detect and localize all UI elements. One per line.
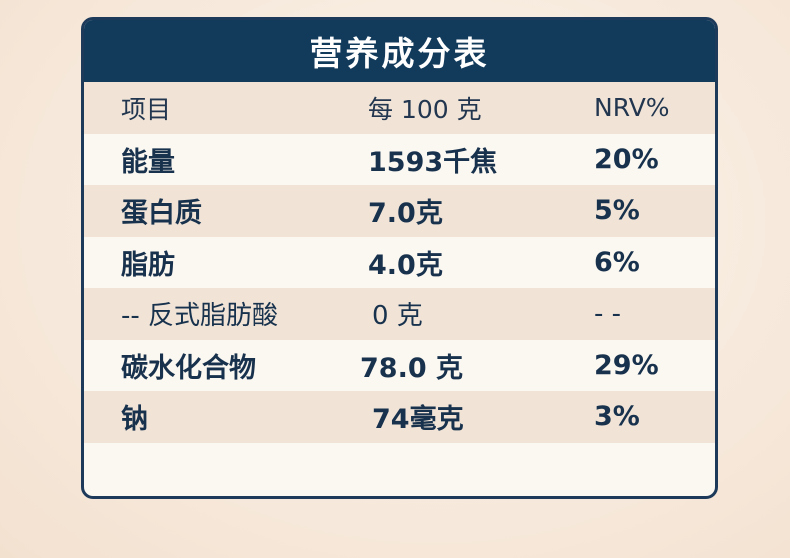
row-nrv: 5%	[594, 195, 640, 227]
table-header-row: 项目 每 100 克 NRV%	[84, 82, 715, 134]
row-amount: 78.0 克	[360, 352, 464, 384]
nutrition-facts-card: 营养成分表 项目 每 100 克 NRV% 能量 1593千焦 20% 蛋白质 …	[81, 17, 718, 499]
table-row-protein: 蛋白质 7.0克 5%	[84, 185, 715, 237]
table-title: 营养成分表	[84, 20, 715, 82]
row-amount: 7.0克	[368, 198, 443, 230]
table-row-energy: 能量 1593千焦 20%	[84, 133, 715, 185]
row-item: 蛋白质	[121, 198, 202, 230]
row-nrv: - -	[594, 298, 622, 329]
header-nrv: NRV%	[594, 93, 670, 123]
row-nrv: 29%	[594, 349, 659, 381]
row-amount: 1593千焦	[368, 146, 498, 178]
row-item: 脂肪	[121, 249, 175, 281]
table-row-sodium: 钠 74毫克 3%	[84, 391, 715, 443]
header-item: 项目	[121, 94, 172, 124]
row-item: 钠	[121, 404, 148, 436]
row-nrv: 3%	[594, 401, 640, 433]
row-nrv: 20%	[594, 143, 659, 175]
row-nrv: 6%	[594, 246, 640, 278]
table-row-carbohydrate: 碳水化合物 78.0 克 29%	[84, 339, 715, 391]
table-row-fat: 脂肪 4.0克 6%	[84, 236, 715, 288]
row-item: -- 反式脂肪酸	[121, 301, 279, 332]
row-item: 碳水化合物	[121, 352, 256, 384]
nutrition-table: 项目 每 100 克 NRV% 能量 1593千焦 20% 蛋白质 7.0克 5…	[84, 82, 715, 443]
row-item: 能量	[121, 146, 175, 178]
header-per-100g: 每 100 克	[368, 94, 482, 124]
row-amount: 4.0克	[368, 249, 443, 281]
row-amount: 74毫克	[372, 404, 464, 436]
table-row-trans-fat: -- 反式脂肪酸 0 克 - -	[84, 288, 715, 340]
row-amount: 0 克	[372, 301, 423, 332]
